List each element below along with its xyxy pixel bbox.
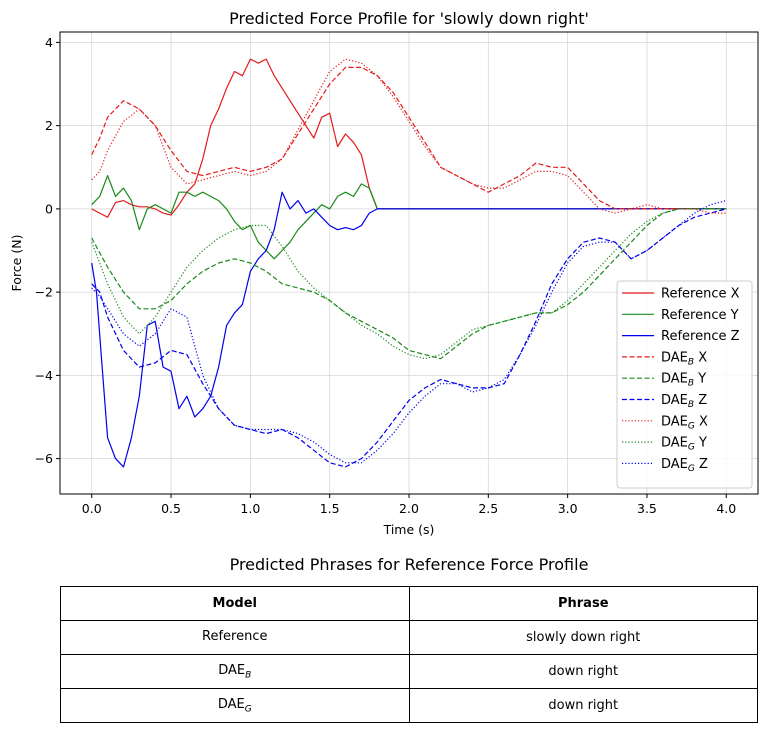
- legend-label: DAEB Y: [661, 372, 706, 389]
- x-tick-label: 3.0: [558, 501, 578, 516]
- x-tick-label: 1.5: [320, 501, 340, 516]
- table-header-row: Model Phrase: [60, 586, 758, 621]
- y-tick-label: −2: [35, 285, 53, 300]
- legend-label: DAEG Y: [661, 436, 707, 453]
- x-tick-label: 0.0: [82, 501, 102, 516]
- y-tick-label: −6: [35, 451, 53, 466]
- table-row: DAEG down right: [60, 688, 758, 723]
- model-cell: Reference: [60, 620, 410, 655]
- legend-label: Reference Z: [661, 329, 740, 344]
- table-row: DAEB down right: [60, 654, 758, 689]
- legend-label: DAEG Z: [661, 457, 708, 474]
- phrases-table: Model Phrase Reference slowly down right…: [60, 586, 758, 723]
- x-tick-label: 3.5: [637, 501, 657, 516]
- y-axis-ticks: 4 2 0 −2 −4 −6: [35, 35, 60, 466]
- legend-label: DAEB Z: [661, 393, 707, 410]
- legend-label: DAEB X: [661, 350, 707, 367]
- series-lines: [91, 58, 727, 468]
- table-row: Reference slowly down right: [60, 620, 758, 655]
- y-axis-label: Force (N): [9, 235, 24, 292]
- series-line-dae-b-x: [91, 66, 727, 210]
- y-tick-label: −4: [35, 368, 53, 383]
- x-tick-label: 0.5: [161, 501, 181, 516]
- x-tick-label: 4.0: [716, 501, 736, 516]
- legend-label: Reference Y: [661, 308, 739, 323]
- series-line-reference-x: [91, 58, 727, 218]
- x-axis-label: Time (s): [383, 522, 435, 537]
- series-line-reference-z: [91, 191, 727, 468]
- y-tick-label: 4: [45, 35, 53, 50]
- x-tick-label: 2.5: [478, 501, 498, 516]
- legend: Reference X Reference Y Reference Z DAEB X D…: [616, 280, 753, 489]
- legend-label: DAEG X: [661, 414, 708, 431]
- series-line-dae-g-x: [91, 58, 727, 214]
- model-cell: DAEG: [60, 688, 410, 723]
- header-phrase: Phrase: [408, 586, 758, 621]
- x-axis-ticks: 0.0 0.5 1.0 1.5 2.0 2.5 3.0 3.5 4.0: [82, 494, 736, 516]
- series-line-reference-y: [91, 175, 727, 260]
- model-cell: DAEB: [60, 654, 410, 689]
- series-line-dae-g-y: [91, 208, 727, 360]
- y-tick-label: 0: [45, 201, 53, 216]
- legend-box: [616, 280, 753, 489]
- table-title: Predicted Phrases for Reference Force Pr…: [229, 555, 589, 574]
- legend-label: Reference X: [661, 287, 740, 302]
- phrase-cell: down right: [408, 688, 758, 723]
- chart-title: Predicted Force Profile for 'slowly down…: [229, 9, 589, 28]
- x-tick-label: 2.0: [399, 501, 419, 516]
- force-profile-chart: Predicted Force Profile for 'slowly down…: [9, 9, 759, 537]
- y-tick-label: 2: [45, 118, 53, 133]
- x-tick-label: 1.0: [240, 501, 260, 516]
- header-model: Model: [60, 586, 410, 621]
- phrase-cell: slowly down right: [408, 620, 758, 655]
- phrase-cell: down right: [408, 654, 758, 689]
